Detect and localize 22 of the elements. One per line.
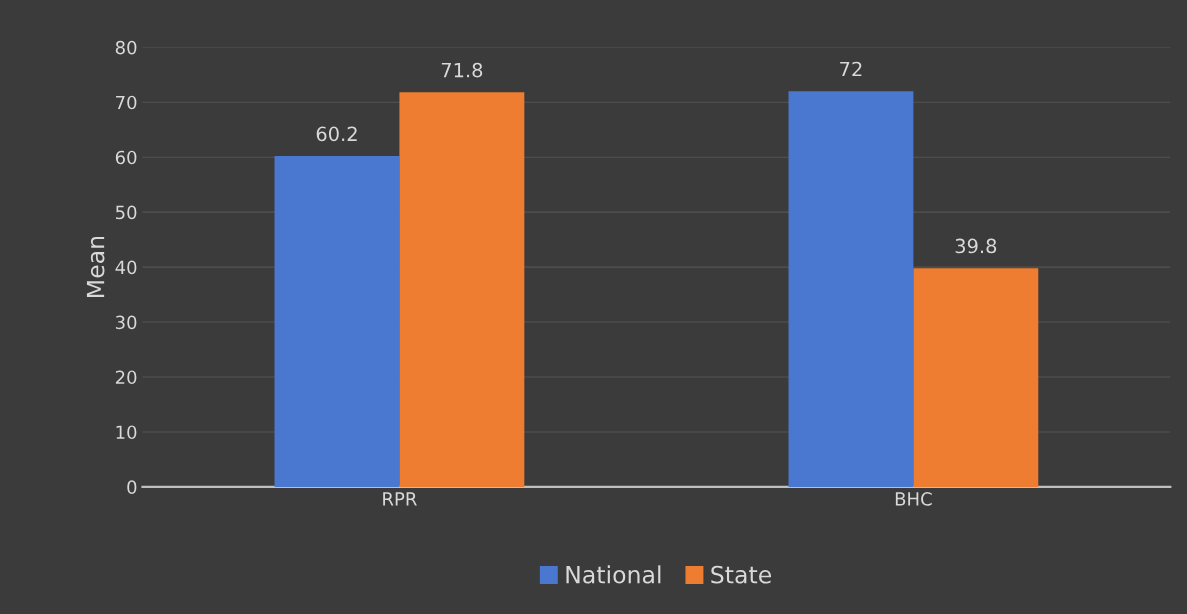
y-tick-label: 0 xyxy=(127,480,137,495)
data-label: 39.8 xyxy=(955,238,997,254)
y-axis-title: Mean xyxy=(86,236,105,297)
y-tick-label: 70 xyxy=(116,95,137,110)
bar xyxy=(913,268,1039,487)
legend-label: State xyxy=(711,565,772,584)
y-tick-label: 30 xyxy=(115,315,137,330)
x-tick-label: RPR xyxy=(383,492,417,506)
x-tick-label: BHC xyxy=(895,492,932,506)
data-label: 72 xyxy=(840,61,862,77)
bar xyxy=(274,156,400,487)
bar xyxy=(788,91,914,487)
data-label: 60.2 xyxy=(316,126,357,142)
legend-label: National xyxy=(566,565,661,584)
y-tick-label: 50 xyxy=(116,205,137,220)
y-tick-label: 20 xyxy=(115,370,137,385)
y-tick-label: 80 xyxy=(115,40,137,55)
y-tick-label: 40 xyxy=(115,260,137,275)
data-label: 71.8 xyxy=(441,62,483,78)
y-tick-label: 10 xyxy=(116,425,137,440)
bar xyxy=(399,92,525,487)
y-tick-label: 60 xyxy=(115,150,137,165)
